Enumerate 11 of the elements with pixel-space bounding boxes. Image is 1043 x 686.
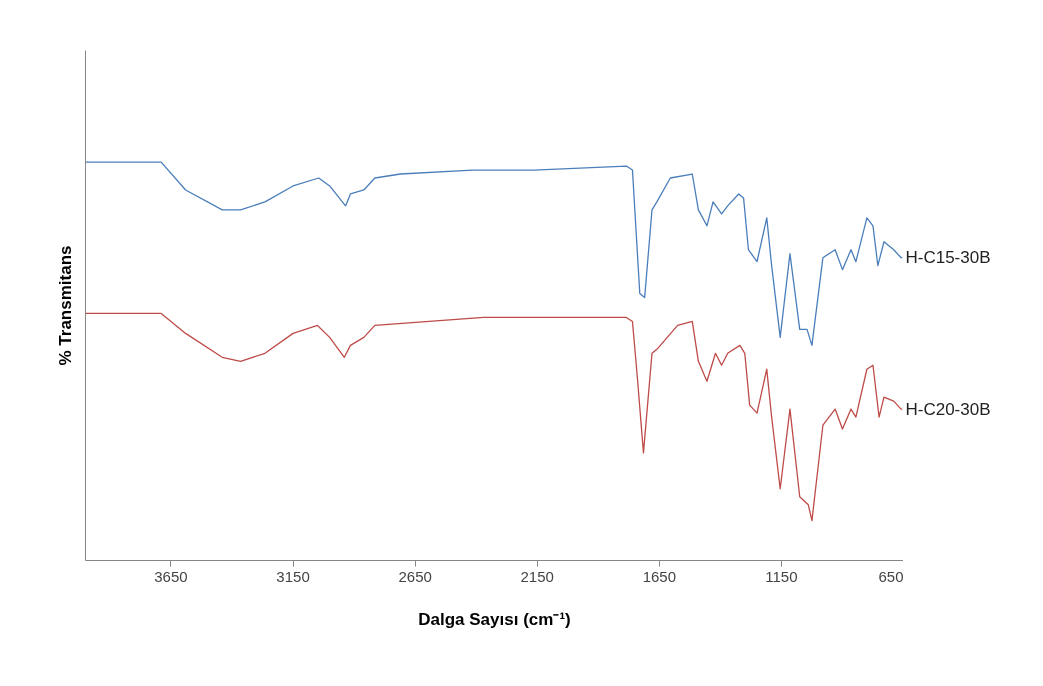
x-tick-label: 650 — [878, 567, 904, 585]
y-axis-title: % Transmitans — [55, 245, 75, 366]
x-tick-label: 3650 — [154, 567, 188, 585]
x-axis-title: Dalga Sayısı (cm⁻¹) — [418, 609, 571, 629]
x-tick-label: 2150 — [520, 567, 554, 585]
x-tick-label: 1650 — [642, 567, 677, 585]
x-tick-label: 2650 — [398, 567, 432, 585]
x-tick-label: 3150 — [276, 567, 310, 585]
series-label: H-C15-30B — [905, 248, 991, 268]
x-tick-label: 1150 — [765, 567, 798, 585]
series-label: H-C20-30B — [905, 399, 991, 419]
